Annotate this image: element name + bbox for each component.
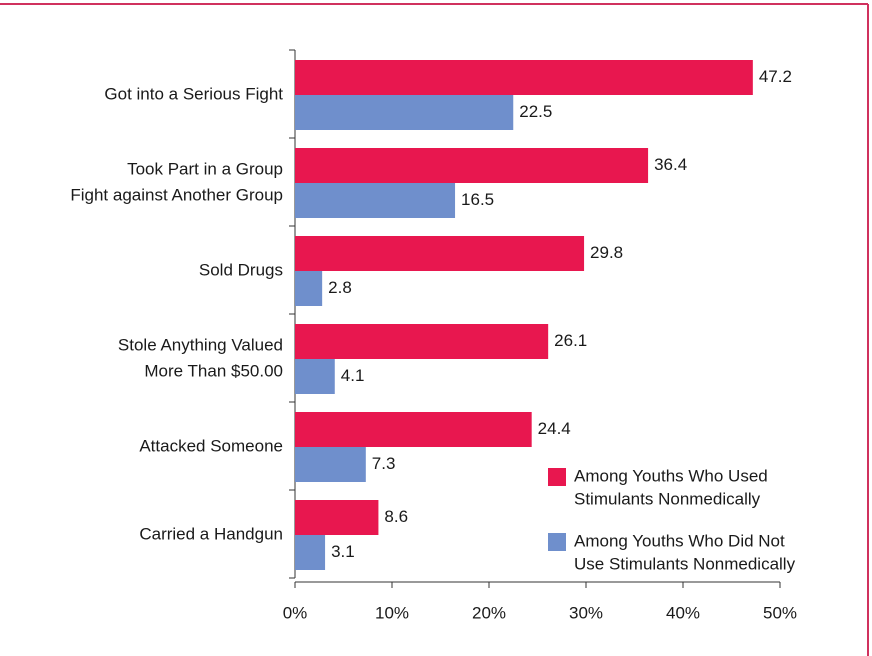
- bar: [295, 148, 649, 183]
- y-tick-label: Carried a Handgun: [139, 524, 283, 543]
- y-tick-label: Stole Anything Valued: [118, 335, 283, 354]
- value-label: 16.5: [461, 190, 494, 209]
- bar: [295, 60, 753, 95]
- value-label: 8.6: [384, 507, 408, 526]
- value-label: 26.1: [554, 331, 587, 350]
- legend-label: Among Youths Who Used: [574, 466, 768, 485]
- value-label: 7.3: [372, 454, 396, 473]
- y-tick-label: Took Part in a Group: [127, 159, 283, 178]
- legend-swatch: [548, 468, 566, 486]
- bar: [295, 500, 379, 535]
- bar: [295, 236, 585, 271]
- value-label: 3.1: [331, 542, 355, 561]
- bar: [295, 324, 549, 359]
- x-tick-label: 10%: [375, 603, 409, 622]
- legend-label: Stimulants Nonmedically: [574, 489, 761, 508]
- legend-swatch: [548, 533, 566, 551]
- x-tick-label: 40%: [666, 603, 700, 622]
- bar: [295, 95, 514, 130]
- legend-label: Among Youths Who Did Not: [574, 531, 785, 550]
- bar: [295, 535, 326, 570]
- bar: [295, 359, 335, 394]
- y-tick-label: Got into a Serious Fight: [104, 84, 283, 103]
- bar: [295, 183, 456, 218]
- value-label: 22.5: [519, 102, 552, 121]
- value-label: 47.2: [759, 67, 792, 86]
- legend-label: Use Stimulants Nonmedically: [574, 554, 796, 573]
- value-label: 36.4: [654, 155, 687, 174]
- value-label: 24.4: [538, 419, 571, 438]
- y-tick-label: More Than $50.00: [144, 361, 283, 380]
- x-tick-label: 20%: [472, 603, 506, 622]
- y-tick-label: Fight against Another Group: [70, 185, 283, 204]
- y-tick-label: Sold Drugs: [199, 260, 283, 279]
- x-tick-label: 30%: [569, 603, 603, 622]
- y-tick-label: Attacked Someone: [139, 436, 283, 455]
- value-label: 4.1: [341, 366, 365, 385]
- value-label: 29.8: [590, 243, 623, 262]
- x-tick-label: 50%: [763, 603, 797, 622]
- value-label: 2.8: [328, 278, 352, 297]
- x-tick-label: 0%: [283, 603, 308, 622]
- bar: [295, 271, 323, 306]
- bar: [295, 412, 532, 447]
- bar: [295, 447, 366, 482]
